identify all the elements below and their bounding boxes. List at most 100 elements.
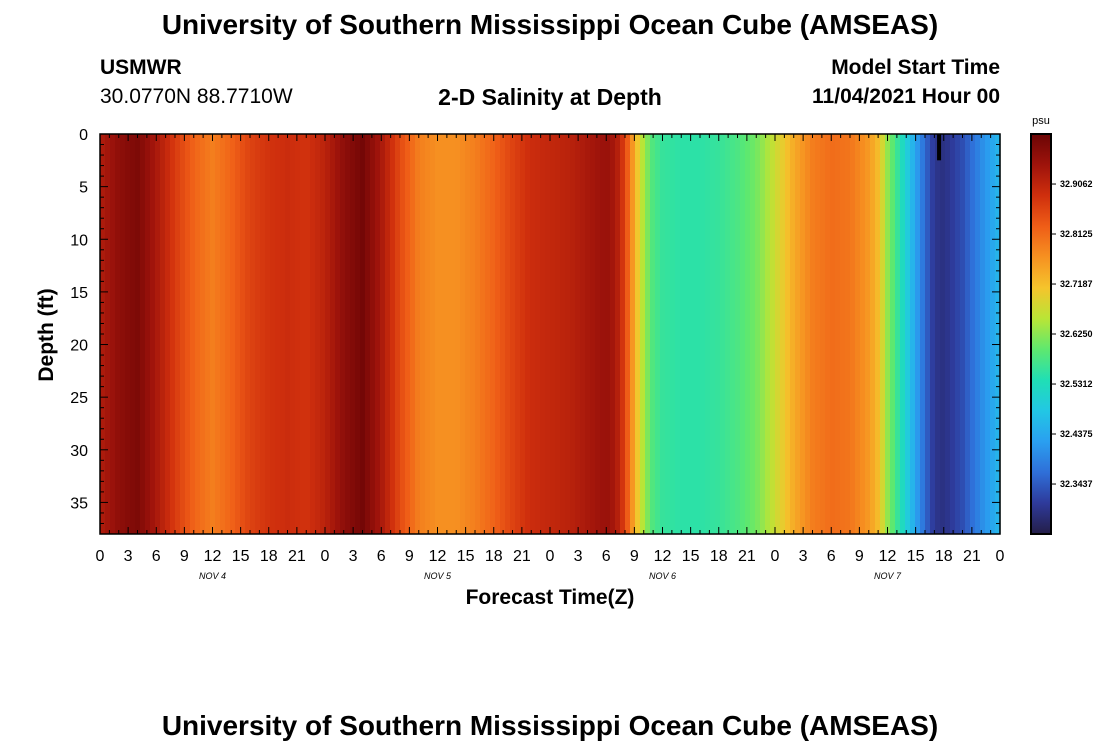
heat-cell	[220, 134, 226, 534]
heat-cell	[755, 134, 761, 534]
heat-cell	[255, 134, 261, 534]
x-tick-label: 21	[288, 548, 306, 565]
x-tick-label: 9	[855, 548, 864, 565]
heat-cell	[525, 134, 531, 534]
heat-cell	[480, 134, 486, 534]
heat-cell	[160, 134, 166, 534]
x-tick-label: 15	[682, 548, 700, 565]
heat-cell	[170, 134, 176, 534]
y-axis: 0 5 10 15 20 25 30 35	[70, 127, 1000, 535]
heat-cell	[940, 134, 946, 534]
heat-cell	[510, 134, 516, 534]
x-tick-label: 0	[996, 548, 1005, 565]
heat-cell	[250, 134, 256, 534]
heat-cell	[135, 134, 141, 534]
heat-cell	[765, 134, 771, 534]
heat-cell	[355, 134, 361, 534]
date-labels: NOV 4 NOV 5 NOV 6 NOV 7	[199, 571, 902, 581]
colorbar-tick-label: 32.7187	[1060, 279, 1093, 289]
heat-cell	[900, 134, 906, 534]
x-tick-label: 18	[710, 548, 728, 565]
heat-cell	[420, 134, 426, 534]
heat-cell	[605, 134, 611, 534]
heat-cell	[205, 134, 211, 534]
heat-cell	[200, 134, 206, 534]
heat-cell	[225, 134, 231, 534]
heat-cell	[715, 134, 721, 534]
heat-cell	[780, 134, 786, 534]
x-tick-label: 12	[429, 548, 447, 565]
heat-cell	[905, 134, 911, 534]
heat-cell	[195, 134, 201, 534]
x-tick-label: 3	[349, 548, 358, 565]
colorbar-tick-label: 32.6250	[1060, 329, 1093, 339]
heat-cell	[825, 134, 831, 534]
heat-cell	[400, 134, 406, 534]
heat-cell	[595, 134, 601, 534]
heat-cell	[700, 134, 706, 534]
x-tick-label: 18	[935, 548, 953, 565]
heat-cell	[270, 134, 276, 534]
heat-cell	[475, 134, 481, 534]
heat-cell	[990, 134, 996, 534]
heat-cell	[215, 134, 221, 534]
heat-cell	[125, 134, 131, 534]
heat-cell	[720, 134, 726, 534]
heat-cell	[980, 134, 986, 534]
x-tick-label: 21	[963, 548, 981, 565]
heat-cell	[190, 134, 196, 534]
heat-cell	[945, 134, 951, 534]
heat-cell	[235, 134, 241, 534]
y-tick-label: 5	[79, 180, 88, 197]
heat-cell	[570, 134, 576, 534]
heat-cell	[440, 134, 446, 534]
heat-cell	[745, 134, 751, 534]
heat-cell	[325, 134, 331, 534]
colorbar-tick-label: 32.3437	[1060, 479, 1093, 489]
heat-cell	[985, 134, 991, 534]
heat-cell	[335, 134, 341, 534]
x-tick-label: 6	[152, 548, 161, 565]
heat-cell	[740, 134, 746, 534]
heat-cell	[770, 134, 776, 534]
heat-cell	[805, 134, 811, 534]
heat-cell	[890, 134, 896, 534]
heat-cell	[585, 134, 591, 534]
heat-cell	[640, 134, 646, 534]
heat-cell	[895, 134, 901, 534]
heat-cell	[555, 134, 561, 534]
colorbar: psu 32.9062 32.8125 32.7187 32.6250 32.5312 32…	[1030, 115, 1093, 535]
heat-cell	[265, 134, 271, 534]
heat-cell	[810, 134, 816, 534]
heat-cell	[650, 134, 656, 534]
x-tick-label: 0	[321, 548, 330, 565]
heat-cell	[285, 134, 291, 534]
x-tick-label: 6	[377, 548, 386, 565]
heat-cell	[630, 134, 636, 534]
heat-cell	[665, 134, 671, 534]
plot-title: 2-D Salinity at Depth	[438, 84, 662, 110]
heat-cell	[690, 134, 696, 534]
heat-cell	[960, 134, 966, 534]
heat-cell	[970, 134, 976, 534]
heat-cell	[340, 134, 346, 534]
heat-cell	[645, 134, 651, 534]
heat-cell	[415, 134, 421, 534]
heat-cell	[500, 134, 506, 534]
heat-cell	[495, 134, 501, 534]
heat-cell	[485, 134, 491, 534]
heatmap-strips	[100, 134, 1001, 534]
x-tick-label: 9	[405, 548, 414, 565]
heat-cell	[240, 134, 246, 534]
heat-cell	[680, 134, 686, 534]
heat-cell	[565, 134, 571, 534]
heat-cell	[115, 134, 121, 534]
heat-cell	[140, 134, 146, 534]
heat-cell	[600, 134, 606, 534]
heat-cell	[930, 134, 936, 534]
heat-cell	[655, 134, 661, 534]
heat-cell	[450, 134, 456, 534]
heat-cell	[130, 134, 136, 534]
y-tick-label: 25	[70, 390, 88, 407]
heat-cell	[790, 134, 796, 534]
